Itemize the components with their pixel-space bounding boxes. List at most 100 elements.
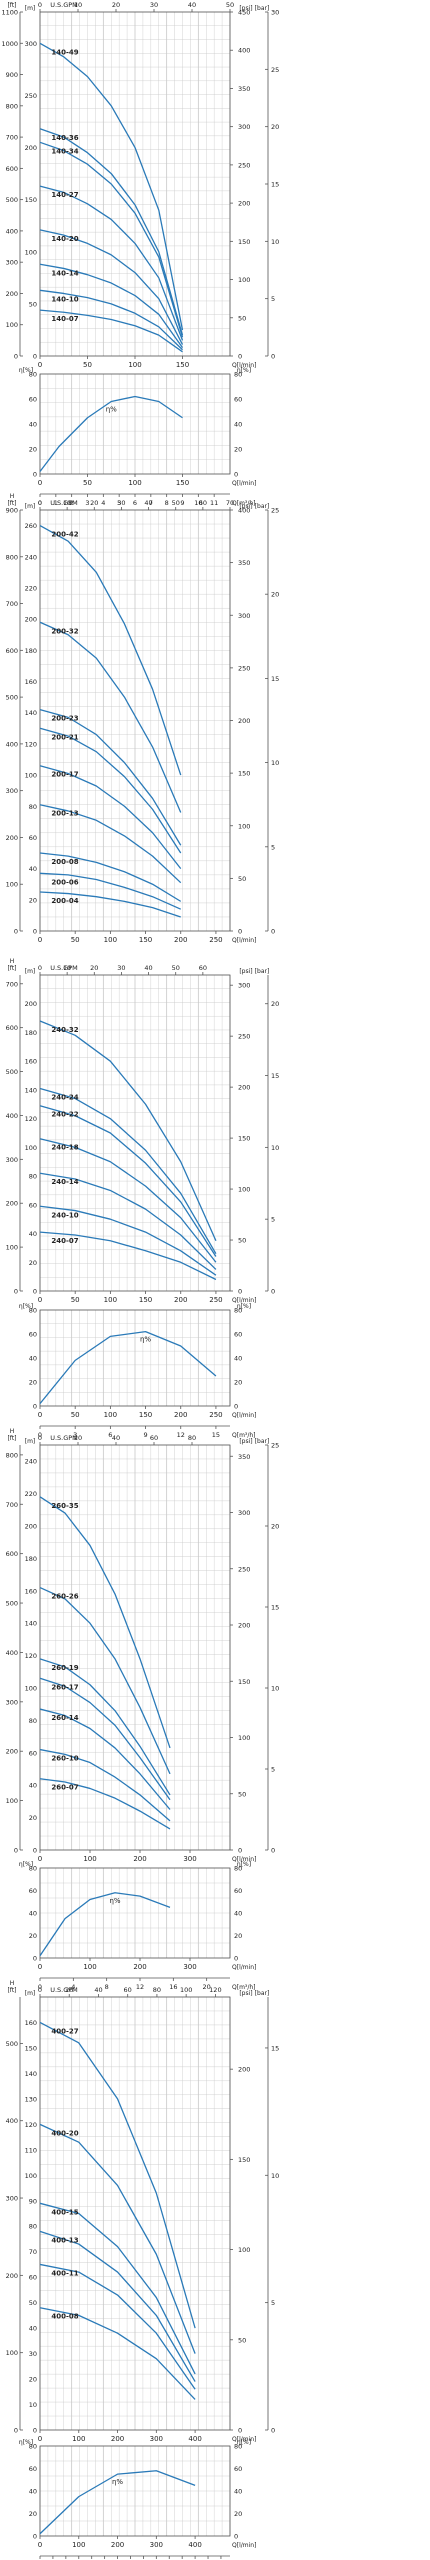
bar-tick-label: 20 xyxy=(271,1000,279,1008)
psi-tick-label: 300 xyxy=(238,982,250,990)
curve-label-200-32: 200-32 xyxy=(51,627,78,635)
m3h-tick-label: 10 xyxy=(194,499,202,507)
psi-tick-label: 450 xyxy=(238,9,250,17)
top-tick-label: 60 xyxy=(199,964,207,972)
ft-tick-label: 300 xyxy=(6,259,18,267)
chart-3: 0 50 100 150 200 250 Q[l/min]0 10 20 30 40 50 60U.S.… xyxy=(6,958,280,1439)
m3h-tick-label: 4 xyxy=(101,499,105,507)
eff-tick-label: 60 xyxy=(29,1887,37,1895)
ft-axis-unit: [ft] xyxy=(7,500,16,507)
x-tick-label: 200 xyxy=(174,1411,187,1419)
x-tick-label: 100 xyxy=(104,1296,117,1304)
m-tick-label: 260 xyxy=(25,522,37,530)
bar-tick-label: 15 xyxy=(271,1604,279,1612)
bar-tick-label: 5 xyxy=(271,2299,275,2307)
chart-5: 0 100 200 300 400 Q[l/min]0 20 40 60 80 100 120U.S.… xyxy=(6,1980,279,2559)
curve-200-42 xyxy=(39,525,182,776)
bar-tick-label: 25 xyxy=(271,66,279,74)
m3h-tick-label: 3 xyxy=(73,1431,77,1439)
m-tick-label: 80 xyxy=(29,1173,37,1181)
top-tick-label: 40 xyxy=(144,964,152,972)
curve-400-20 xyxy=(39,2123,196,2354)
ft-tick-label: 600 xyxy=(6,647,18,655)
curve-200-04 xyxy=(39,891,181,918)
curve-200-08 xyxy=(39,852,182,902)
psi-tick-label: 300 xyxy=(238,612,250,620)
top-tick-label: 60 xyxy=(150,1434,158,1442)
top-tick-label: 80 xyxy=(188,1434,196,1442)
curve-label-200-17: 200-17 xyxy=(51,771,78,779)
m-tick-label: 60 xyxy=(29,1749,37,1757)
curve-240-22 xyxy=(39,1105,217,1257)
eff-tick-label: 80 xyxy=(29,1307,37,1315)
m-tick-label: 300 xyxy=(25,40,37,48)
efficiency-label: η% xyxy=(112,2478,123,2486)
m-tick-label: 10 xyxy=(29,2401,37,2409)
curve-label-240-22: 240-22 xyxy=(51,1111,78,1119)
x-axis-unit: Q[l/min] xyxy=(232,362,256,369)
eff-tick-label: 80 xyxy=(29,1865,37,1873)
curve-label-260-35: 260-35 xyxy=(51,1502,78,1510)
x-tick-label: 0 xyxy=(38,361,42,369)
curve-label-260-14: 260-14 xyxy=(51,1714,78,1722)
psi-tick-label: 300 xyxy=(238,1509,250,1517)
m-tick-label: 40 xyxy=(29,2325,37,2333)
m3h-tick-label: 20 xyxy=(203,1983,211,1991)
curve-label-200-42: 200-42 xyxy=(51,531,78,539)
curve-200-21 xyxy=(39,727,182,854)
psi-tick-label: 0 xyxy=(238,928,242,936)
bar-tick-label: 0 xyxy=(271,2427,275,2435)
m3h-tick-label: 0 xyxy=(38,1431,42,1439)
eff-axis-unit: η[%] xyxy=(19,1303,33,1310)
top-tick-label: 30 xyxy=(117,964,125,972)
m-tick-label: 180 xyxy=(25,1029,37,1037)
ft-tick-label: 100 xyxy=(6,321,18,329)
eff-right-axis-unit: η[%] xyxy=(237,1861,251,1868)
psi-tick-label: 250 xyxy=(238,1565,250,1573)
curve-label-200-06: 200-06 xyxy=(51,878,78,886)
ft-tick-label: 100 xyxy=(6,1244,18,1252)
bar-axis-unit: [bar] xyxy=(255,5,270,12)
ft-axis-unit: [ft] xyxy=(7,965,16,972)
ft-tick-label: 500 xyxy=(6,694,18,702)
m-tick-label: 40 xyxy=(29,865,37,873)
m3h-tick-label: 6 xyxy=(133,499,137,507)
m-tick-label: 100 xyxy=(25,1685,37,1693)
m3h-tick-label: 6 xyxy=(108,1431,112,1439)
curve-label-200-04: 200-04 xyxy=(51,897,78,905)
top-tick-label: 120 xyxy=(209,1986,221,1994)
curve-200-32 xyxy=(39,621,182,813)
psi-tick-label: 50 xyxy=(238,1790,246,1798)
curve-400-08 xyxy=(39,2307,196,2400)
m-tick-label: 40 xyxy=(29,1230,37,1238)
psi-tick-label: 150 xyxy=(238,770,250,778)
eff-tick-label: 20 xyxy=(29,1379,37,1387)
curve-240-18 xyxy=(39,1138,217,1263)
x-tick-label: 0 xyxy=(38,1855,42,1863)
eff-tick-label: 40 xyxy=(29,421,37,429)
bar-tick-label: 25 xyxy=(271,507,279,515)
bar-tick-label: 10 xyxy=(271,238,279,246)
x-tick-label: 50 xyxy=(83,479,92,487)
eff-tick-label: 0 xyxy=(33,1403,37,1411)
m-tick-label: 0 xyxy=(33,1288,37,1296)
eff-right-tick-label: 0 xyxy=(234,1955,238,1963)
eff-right-tick-label: 20 xyxy=(234,1932,242,1940)
bar-axis-unit: [bar] xyxy=(255,968,270,975)
ft-tick-label: 100 xyxy=(6,2349,18,2357)
ft-tick-label: 0 xyxy=(14,1847,18,1855)
x-tick-label: 300 xyxy=(150,2435,163,2443)
x-tick-label: 300 xyxy=(183,1963,196,1971)
psi-axis-unit: [psi] xyxy=(239,503,252,510)
curve-label-200-13: 200-13 xyxy=(51,810,78,818)
ft-tick-label: 500 xyxy=(6,1068,18,1076)
top-tick-label: 40 xyxy=(94,1986,102,1994)
ft-tick-label: 800 xyxy=(6,102,18,110)
m-tick-label: 150 xyxy=(25,196,37,204)
psi-tick-label: 150 xyxy=(238,1678,250,1686)
bar-axis-unit: [bar] xyxy=(255,503,270,510)
x-tick-label: 50 xyxy=(71,1411,80,1419)
curve-260-14 xyxy=(39,1708,171,1810)
psi-tick-label: 400 xyxy=(238,507,250,515)
top-tick-label: 30 xyxy=(117,499,125,507)
